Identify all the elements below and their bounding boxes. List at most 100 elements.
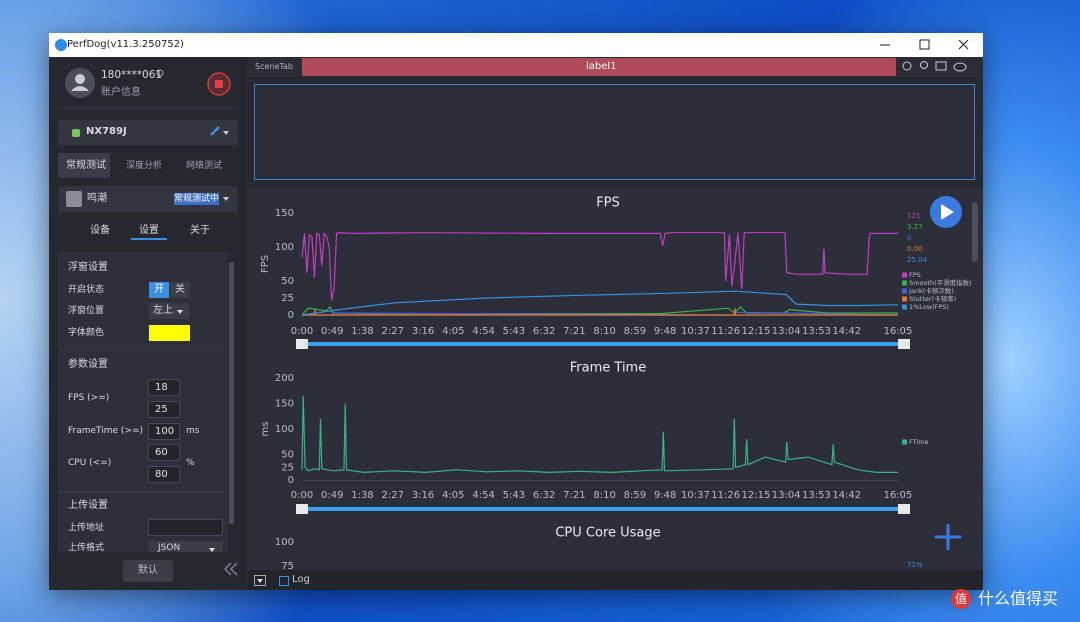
clip-row: 上传格式 JSON [58, 540, 228, 552]
legend-swatch [902, 272, 907, 278]
dropdown-arrow [257, 579, 263, 583]
x-tick-label: 14:42 [832, 326, 861, 337]
watermark-text: 什么值得买 [978, 589, 1059, 608]
scrollbar[interactable] [972, 202, 978, 262]
app-icon [66, 191, 82, 207]
current-value: 121 [907, 212, 920, 220]
x-tick-label: 13:53 [802, 490, 831, 501]
log-label[interactable]: Log [292, 574, 310, 585]
toggle-off[interactable] [170, 282, 190, 298]
tab[interactable]: 常规测试 [66, 160, 106, 171]
unit: % [186, 458, 195, 468]
x-tick-label: 10:37 [681, 490, 710, 501]
tab-selected [58, 153, 110, 178]
legend-swatch [902, 296, 907, 302]
legend-swatch [902, 288, 907, 294]
section-title: 浮窗设置 [68, 262, 108, 273]
section-title: 上传设置 [68, 500, 108, 511]
y-tick-label: 200 [275, 373, 294, 384]
current-value: 0 [907, 234, 911, 242]
subtab[interactable]: 设备 [90, 225, 110, 236]
scrollbar[interactable] [229, 262, 234, 524]
x-tick-label: 14:42 [832, 490, 861, 501]
label: FrameTime (>=) [68, 426, 144, 436]
dropdown-toggle[interactable] [254, 575, 266, 586]
y-tick-label: 100 [275, 242, 294, 253]
add-button[interactable] [935, 524, 961, 550]
y-tick-label: 100 [275, 424, 294, 435]
default-button[interactable] [123, 560, 173, 582]
label: 上传地址 [68, 523, 105, 533]
input[interactable]: 25 [148, 401, 180, 418]
subtab[interactable]: 设置 [139, 225, 159, 236]
x-tick-label: 0:00 [291, 326, 313, 337]
range-slider [302, 507, 904, 511]
settings-panel [58, 252, 228, 552]
label: 开启状态 [68, 285, 105, 295]
x-tick-label: 1:38 [351, 326, 373, 337]
toggle-off-text: 关 [175, 284, 185, 295]
collapse-icon[interactable] [223, 562, 238, 576]
input[interactable]: 18 [148, 379, 180, 396]
x-tick-label: 12:15 [742, 326, 771, 337]
y-axis-label: FPS [260, 255, 271, 273]
input[interactable]: 80 [148, 466, 180, 483]
tab[interactable]: 深度分析 [126, 161, 163, 171]
y-tick-label: 50 [281, 276, 294, 287]
legend-swatch [902, 439, 907, 445]
y-tick-label: 150 [275, 399, 294, 410]
legend-swatch [902, 304, 907, 310]
tab[interactable]: 网络测试 [186, 161, 223, 171]
dropdown-arrow [223, 131, 229, 135]
scene-tab[interactable]: SceneTab [255, 62, 293, 71]
chart-title: CPU Core Usage [555, 526, 660, 541]
scene-box [254, 84, 975, 180]
default-button-text[interactable]: 默认 [138, 565, 158, 576]
maximize[interactable] [919, 39, 930, 50]
position-select[interactable] [149, 303, 189, 319]
cloud-icon[interactable] [953, 62, 967, 72]
y-tick-label: 75 [281, 561, 294, 570]
input[interactable]: 60 [148, 444, 180, 461]
account-info[interactable]: 账户信息 [101, 87, 141, 98]
x-tick-label: 4:05 [442, 326, 464, 337]
device-box[interactable] [58, 120, 238, 145]
label: 上传格式 [68, 543, 105, 552]
x-tick-label: 13:04 [772, 326, 801, 337]
log-checkbox[interactable] [279, 576, 289, 586]
pin-icon[interactable] [920, 61, 928, 69]
subtab[interactable]: 关于 [190, 225, 210, 236]
sidebar-icons [58, 68, 238, 590]
legend-label: FPS [909, 271, 921, 279]
current-value: 71% [907, 561, 923, 569]
app-box[interactable] [58, 186, 238, 212]
toggle-on[interactable] [149, 282, 169, 298]
watermark-badge-text: 值 [955, 592, 968, 606]
input[interactable]: 100 [148, 423, 180, 440]
font-color-box[interactable] [149, 325, 190, 341]
chart-title: Frame Time [570, 361, 646, 376]
location-icon[interactable] [902, 61, 912, 71]
x-tick-label: 8:10 [593, 326, 615, 337]
range-slider [302, 342, 904, 346]
x-tick-label: 16:05 [884, 326, 913, 337]
x-tick-label: 6:32 [533, 490, 555, 501]
x-tick-label: 0:49 [321, 490, 343, 501]
series-line [301, 231, 898, 301]
folder-icon[interactable] [935, 61, 947, 71]
close[interactable] [958, 39, 969, 50]
scene-label[interactable]: label1 [586, 61, 617, 72]
y-tick-label: 50 [281, 450, 294, 461]
format-value: JSON [158, 543, 181, 552]
address-input[interactable] [148, 519, 223, 536]
label-box[interactable] [302, 58, 896, 76]
y-tick-label: 25 [281, 293, 294, 304]
y-axis-label: ms [260, 422, 271, 437]
series-line [301, 290, 899, 316]
link-icon [210, 126, 220, 136]
app-icon [55, 39, 67, 51]
x-tick-label: 2:27 [382, 326, 404, 337]
series-line [302, 308, 898, 316]
dropdown-arrow [223, 197, 229, 201]
